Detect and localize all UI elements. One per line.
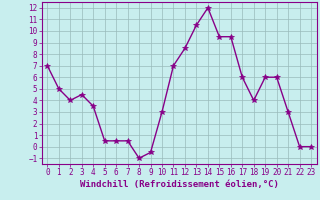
X-axis label: Windchill (Refroidissement éolien,°C): Windchill (Refroidissement éolien,°C) <box>80 180 279 189</box>
